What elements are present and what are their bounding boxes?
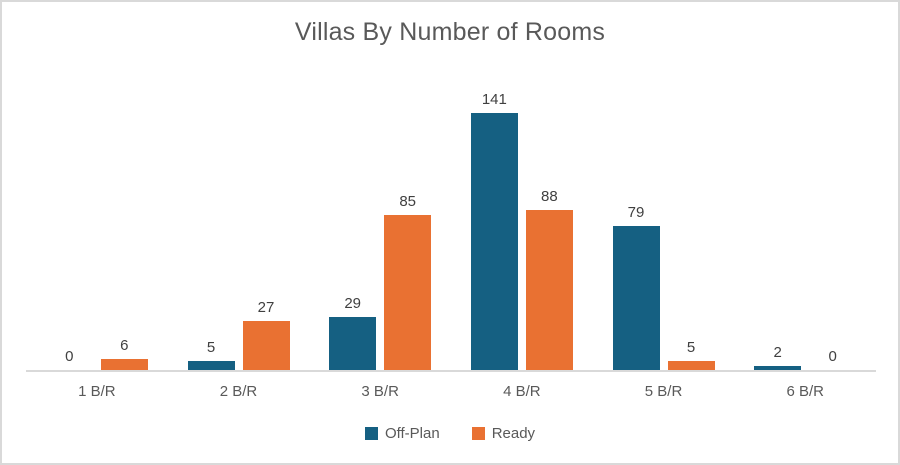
plot-area: 0 6 5 27 29 85 141 88 79 5 2 0: [26, 58, 876, 372]
category-label: 4 B/R: [503, 383, 541, 400]
bar-slot: 5: [667, 339, 715, 370]
data-label: 85: [399, 193, 417, 210]
x-axis-labels: 1 B/R 2 B/R 3 B/R 4 B/R 5 B/R 6 B/R: [26, 383, 876, 400]
category-group: 5 27: [168, 58, 310, 370]
bar-ready: [667, 361, 715, 370]
bar-off-plan: [187, 361, 235, 370]
bar-slot: 141: [470, 91, 518, 370]
legend-label: Off-Plan: [384, 425, 440, 442]
data-label: 5: [686, 339, 696, 356]
data-label: 0: [828, 348, 837, 365]
bar-off-plan: [329, 317, 377, 370]
bar-ready: [525, 210, 573, 370]
category-group: 141 88: [451, 58, 593, 370]
bar-slot: 2: [754, 344, 802, 370]
data-label: 141: [481, 91, 507, 108]
category-label: 5 B/R: [644, 383, 683, 400]
legend-swatch-icon: [364, 427, 378, 440]
category-label: 2 B/R: [219, 383, 258, 400]
bar-off-plan: [612, 226, 660, 370]
bar-slot: 88: [525, 188, 573, 370]
bar-off-plan: [754, 366, 802, 370]
bar-slot: 29: [329, 295, 377, 370]
data-label: 2: [773, 344, 782, 361]
category-label: 1 B/R: [78, 383, 116, 400]
data-label: 27: [257, 299, 275, 316]
category-label: 6 B/R: [786, 383, 824, 400]
data-label: 79: [627, 204, 645, 221]
bar-ready: [384, 215, 432, 370]
bar-slot: 6: [100, 337, 148, 370]
bar-ready: [100, 359, 148, 370]
category-label: 3 B/R: [361, 383, 399, 400]
legend-swatch-icon: [471, 427, 485, 440]
bar-slot: 79: [612, 204, 660, 370]
bar-slot: 0: [809, 348, 856, 370]
bar-slot: 0: [46, 348, 93, 370]
data-label: 5: [206, 339, 216, 356]
data-label: 6: [120, 337, 129, 354]
legend-item-off-plan: Off-Plan: [364, 425, 440, 442]
legend-item-ready: Ready: [471, 425, 536, 442]
bar-off-plan: [470, 113, 518, 370]
category-group: 79 5: [593, 58, 735, 370]
bar-ready: [242, 321, 290, 370]
bar-slot: 27: [242, 299, 290, 370]
data-label: 0: [65, 348, 74, 365]
bar-slot: 5: [187, 339, 235, 370]
data-label: 88: [541, 188, 558, 205]
bar-slot: 85: [384, 193, 432, 370]
chart-title: Villas By Number of Rooms: [294, 18, 606, 46]
legend: Off-Plan Ready: [2, 425, 898, 442]
legend-label: Ready: [491, 425, 536, 442]
category-group: 29 85: [309, 58, 451, 370]
data-label: 29: [344, 295, 362, 312]
